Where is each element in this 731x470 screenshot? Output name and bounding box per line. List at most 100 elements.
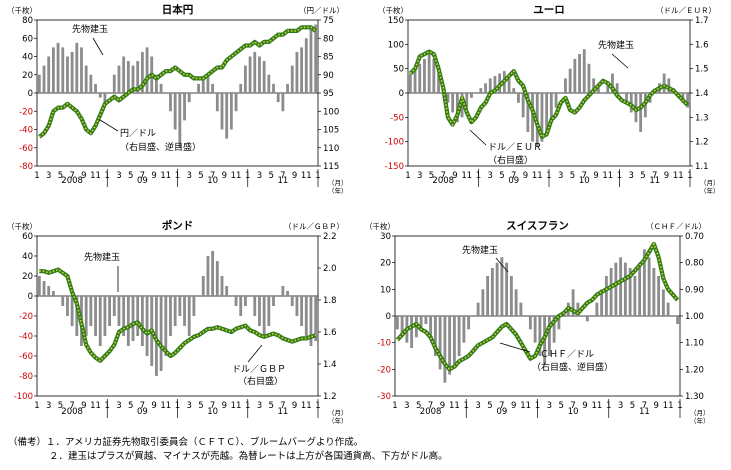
right-tick-label: 85 (323, 53, 334, 63)
month-tick-label: 11 (461, 171, 472, 181)
position-bar (267, 296, 271, 326)
year-tick-label: 2008 (61, 176, 83, 186)
left-tick-label: 40 (22, 252, 33, 262)
year-tick-label: 10 (207, 407, 218, 417)
right-axis-unit: （円／ドル） (299, 6, 344, 15)
right-tick-label: 1.2 (695, 138, 709, 148)
month-tick-label: 7 (140, 171, 145, 181)
position-bar (614, 262, 618, 316)
position-bar (300, 296, 304, 326)
month-unit: （月） (328, 409, 348, 417)
year-unit: （年） (700, 186, 720, 195)
month-tick-label: 3 (186, 401, 191, 411)
month-tick-label: 7 (280, 171, 285, 181)
position-bar (262, 61, 266, 93)
month-tick-label: 3 (257, 401, 262, 411)
month-tick-label: 3 (46, 401, 51, 411)
position-bar (514, 289, 518, 316)
month-tick-label: 7 (511, 171, 516, 181)
month-unit: （月） (700, 179, 720, 187)
right-tick-label: 115 (323, 162, 339, 172)
position-bar (145, 47, 149, 93)
position-bar (443, 316, 447, 383)
position-bar (173, 93, 177, 130)
month-tick-label: 9 (440, 401, 445, 411)
position-bar (419, 316, 423, 330)
position-bar (197, 83, 200, 93)
position-bar (547, 316, 551, 356)
annotation-label: （右目盛） (488, 154, 533, 166)
position-bar (304, 296, 308, 336)
month-tick-label: 5 (268, 171, 273, 181)
position-bar (108, 296, 111, 326)
position-bar (211, 251, 215, 296)
left-tick-label: 50 (393, 65, 404, 75)
position-bar (131, 296, 135, 341)
annotation-label: 円／ドル (120, 128, 156, 139)
position-bar (169, 93, 172, 112)
position-bar (84, 296, 88, 336)
month-tick-label: 5 (499, 171, 504, 181)
position-bar (611, 73, 614, 93)
left-tick-label: -40 (19, 126, 33, 136)
position-bar (652, 268, 656, 316)
annotation-label: （右目盛、逆目盛） (120, 141, 201, 153)
position-bar (582, 49, 586, 93)
position-bar (596, 88, 600, 93)
position-bar (587, 63, 591, 93)
position-bar (500, 257, 504, 316)
left-tick-label: -20 (19, 107, 33, 117)
month-tick-label: 9 (511, 401, 516, 411)
position-bar (145, 296, 149, 356)
month-tick-label: 11 (301, 171, 312, 181)
position-bar (633, 276, 637, 316)
position-bar (248, 56, 252, 93)
position-bar (517, 93, 520, 103)
month-tick-label: 11 (449, 401, 460, 411)
position-bar (486, 276, 490, 316)
left-tick-label: -10 (377, 339, 391, 349)
position-bar (281, 93, 285, 112)
position-bar (446, 93, 450, 103)
position-bar (568, 68, 572, 93)
position-bar (220, 93, 224, 130)
annotation-arrow (495, 257, 509, 273)
position-bar (662, 73, 666, 93)
month-tick-label: 11 (90, 401, 101, 411)
position-bar (244, 296, 247, 306)
position-bar (276, 93, 280, 103)
position-bar (493, 75, 497, 93)
month-unit: （月） (690, 409, 710, 417)
position-bar (183, 93, 186, 121)
position-bar (408, 73, 412, 93)
month-tick-label: 5 (58, 401, 63, 411)
position-bar (314, 24, 318, 93)
position-bar (304, 38, 308, 93)
month-tick-label: 5 (559, 401, 564, 411)
month-tick-label: 3 (629, 171, 634, 181)
position-bar (467, 316, 471, 330)
position-bar (427, 54, 431, 93)
left-tick-label: 60 (22, 34, 33, 44)
month-tick-label: 9 (222, 401, 227, 411)
position-bar (429, 316, 433, 338)
month-tick-label: 9 (452, 171, 457, 181)
position-bar (192, 296, 196, 316)
position-bar (549, 93, 553, 123)
year-tick-label: 11 (277, 176, 288, 186)
position-bar (98, 296, 102, 346)
month-tick-label: 9 (654, 401, 659, 411)
position-bar (629, 93, 633, 113)
position-bar (540, 93, 544, 142)
position-bar (488, 78, 492, 93)
position-bar (638, 262, 642, 316)
position-bar (452, 316, 456, 364)
position-bar (220, 276, 224, 296)
left-tick-label: 0 (28, 89, 33, 99)
month-tick-label: 5 (58, 171, 63, 181)
position-bar (37, 276, 41, 296)
month-tick-label: 5 (128, 401, 133, 411)
left-axis-unit: （千枚） (365, 221, 395, 231)
right-tick-label: 1.1 (695, 162, 709, 172)
month-tick-label: 9 (582, 401, 587, 411)
